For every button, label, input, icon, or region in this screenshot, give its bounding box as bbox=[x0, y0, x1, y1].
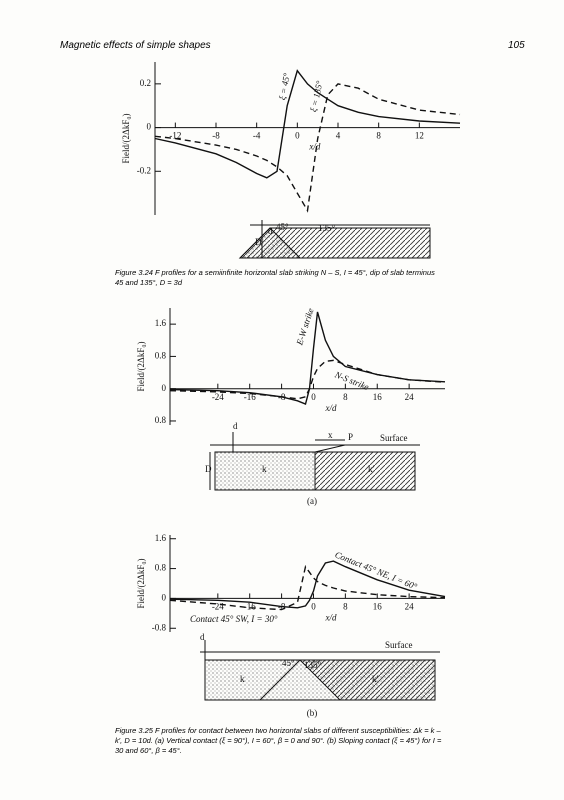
y-tick-label: -0.8 bbox=[152, 622, 167, 632]
diagram-label: d bbox=[233, 421, 238, 431]
x-tick-label: 8 bbox=[376, 131, 381, 141]
caption: Figure 3.24 F profiles for a semiinfinit… bbox=[115, 268, 435, 287]
series-line bbox=[169, 359, 446, 400]
diagram-label: d bbox=[200, 632, 205, 642]
diagram: d D x P Surface k k′ (a) bbox=[205, 421, 420, 506]
diagram-label: P bbox=[348, 432, 353, 442]
series-line bbox=[154, 83, 461, 213]
panel-label: (a) bbox=[307, 496, 317, 506]
series-line bbox=[169, 565, 446, 611]
x-tick-label: 4 bbox=[336, 131, 341, 141]
diagram-label: Surface bbox=[380, 433, 407, 443]
x-tick-label: -4 bbox=[253, 131, 261, 141]
y-axis-label: Field/(2ΔkF₀) bbox=[121, 114, 131, 164]
x-tick-label: 8 bbox=[343, 601, 348, 611]
x-tick-label: -16 bbox=[244, 601, 256, 611]
x-tick-label: -24 bbox=[212, 601, 224, 611]
diagram-label: k bbox=[262, 464, 267, 474]
y-tick-label: 0.8 bbox=[155, 563, 167, 573]
x-tick-label: 16 bbox=[373, 601, 383, 611]
x-tick-label: 0 bbox=[311, 601, 316, 611]
caption: Figure 3.25 F profiles for contact betwe… bbox=[115, 726, 442, 755]
y-tick-label: 1.6 bbox=[155, 318, 167, 328]
x-tick-label: -16 bbox=[244, 392, 256, 402]
diagram-label: 135° bbox=[304, 660, 322, 670]
x-tick-label: 24 bbox=[405, 601, 415, 611]
diagram-label: 45° bbox=[276, 222, 289, 232]
page-number: 105 bbox=[508, 40, 525, 51]
series-line bbox=[154, 69, 461, 179]
diagram-label: k bbox=[240, 674, 245, 684]
x-tick-label: 0 bbox=[295, 131, 300, 141]
x-axis-label: x/d bbox=[324, 612, 336, 622]
diagram-label: k′ bbox=[368, 464, 375, 474]
y-axis-label: Field/(2ΔkF₀) bbox=[136, 342, 146, 392]
y-tick-label: -0.2 bbox=[137, 165, 151, 175]
series-line bbox=[169, 560, 446, 609]
diagram: d Surface 45° 135° k k′ (b) bbox=[200, 632, 440, 718]
series-label: Contact 45° SW, I = 30° bbox=[190, 614, 278, 624]
y-tick-label: 0 bbox=[162, 383, 167, 393]
x-tick-label: 12 bbox=[415, 131, 424, 141]
x-axis-label: x/d bbox=[308, 142, 320, 152]
x-tick-label: -12 bbox=[169, 131, 181, 141]
series-label: E-W strike bbox=[294, 307, 316, 347]
series-label: ξ = 45° bbox=[277, 72, 292, 101]
x-tick-label: -24 bbox=[212, 392, 224, 402]
diagram-label: x bbox=[328, 430, 333, 440]
y-axis-label: Field/(2ΔkF₀) bbox=[136, 559, 146, 609]
y-tick-label: 0.2 bbox=[140, 78, 151, 88]
y-tick-label: 1.6 bbox=[155, 533, 167, 543]
running-title: Magnetic effects of simple shapes bbox=[60, 40, 211, 51]
x-tick-label: -8 bbox=[212, 131, 220, 141]
diagram-label: 45° bbox=[282, 658, 295, 668]
x-tick-label: 24 bbox=[405, 392, 415, 402]
y-tick-label: 0 bbox=[162, 592, 167, 602]
x-axis-label: x/d bbox=[324, 403, 336, 413]
x-tick-label: 8 bbox=[343, 392, 348, 402]
diagram: d D 45° 135° bbox=[238, 220, 431, 259]
y-tick-label: 0.8 bbox=[155, 415, 167, 425]
diagram-label: Surface bbox=[385, 640, 412, 650]
x-tick-label: 0 bbox=[311, 392, 316, 402]
diagram-label: k′ bbox=[372, 674, 379, 684]
panel-label: (b) bbox=[307, 708, 318, 718]
diagram-label: D bbox=[205, 464, 212, 474]
diagram-label: 135° bbox=[318, 223, 336, 233]
series-label: Contact 45° NE, I = 60° bbox=[333, 549, 418, 591]
diagram-label: d bbox=[268, 226, 273, 236]
x-tick-label: 16 bbox=[373, 392, 383, 402]
y-tick-label: 0.8 bbox=[155, 350, 167, 360]
diagram-label: D bbox=[255, 237, 262, 247]
y-tick-label: 0 bbox=[147, 122, 152, 132]
